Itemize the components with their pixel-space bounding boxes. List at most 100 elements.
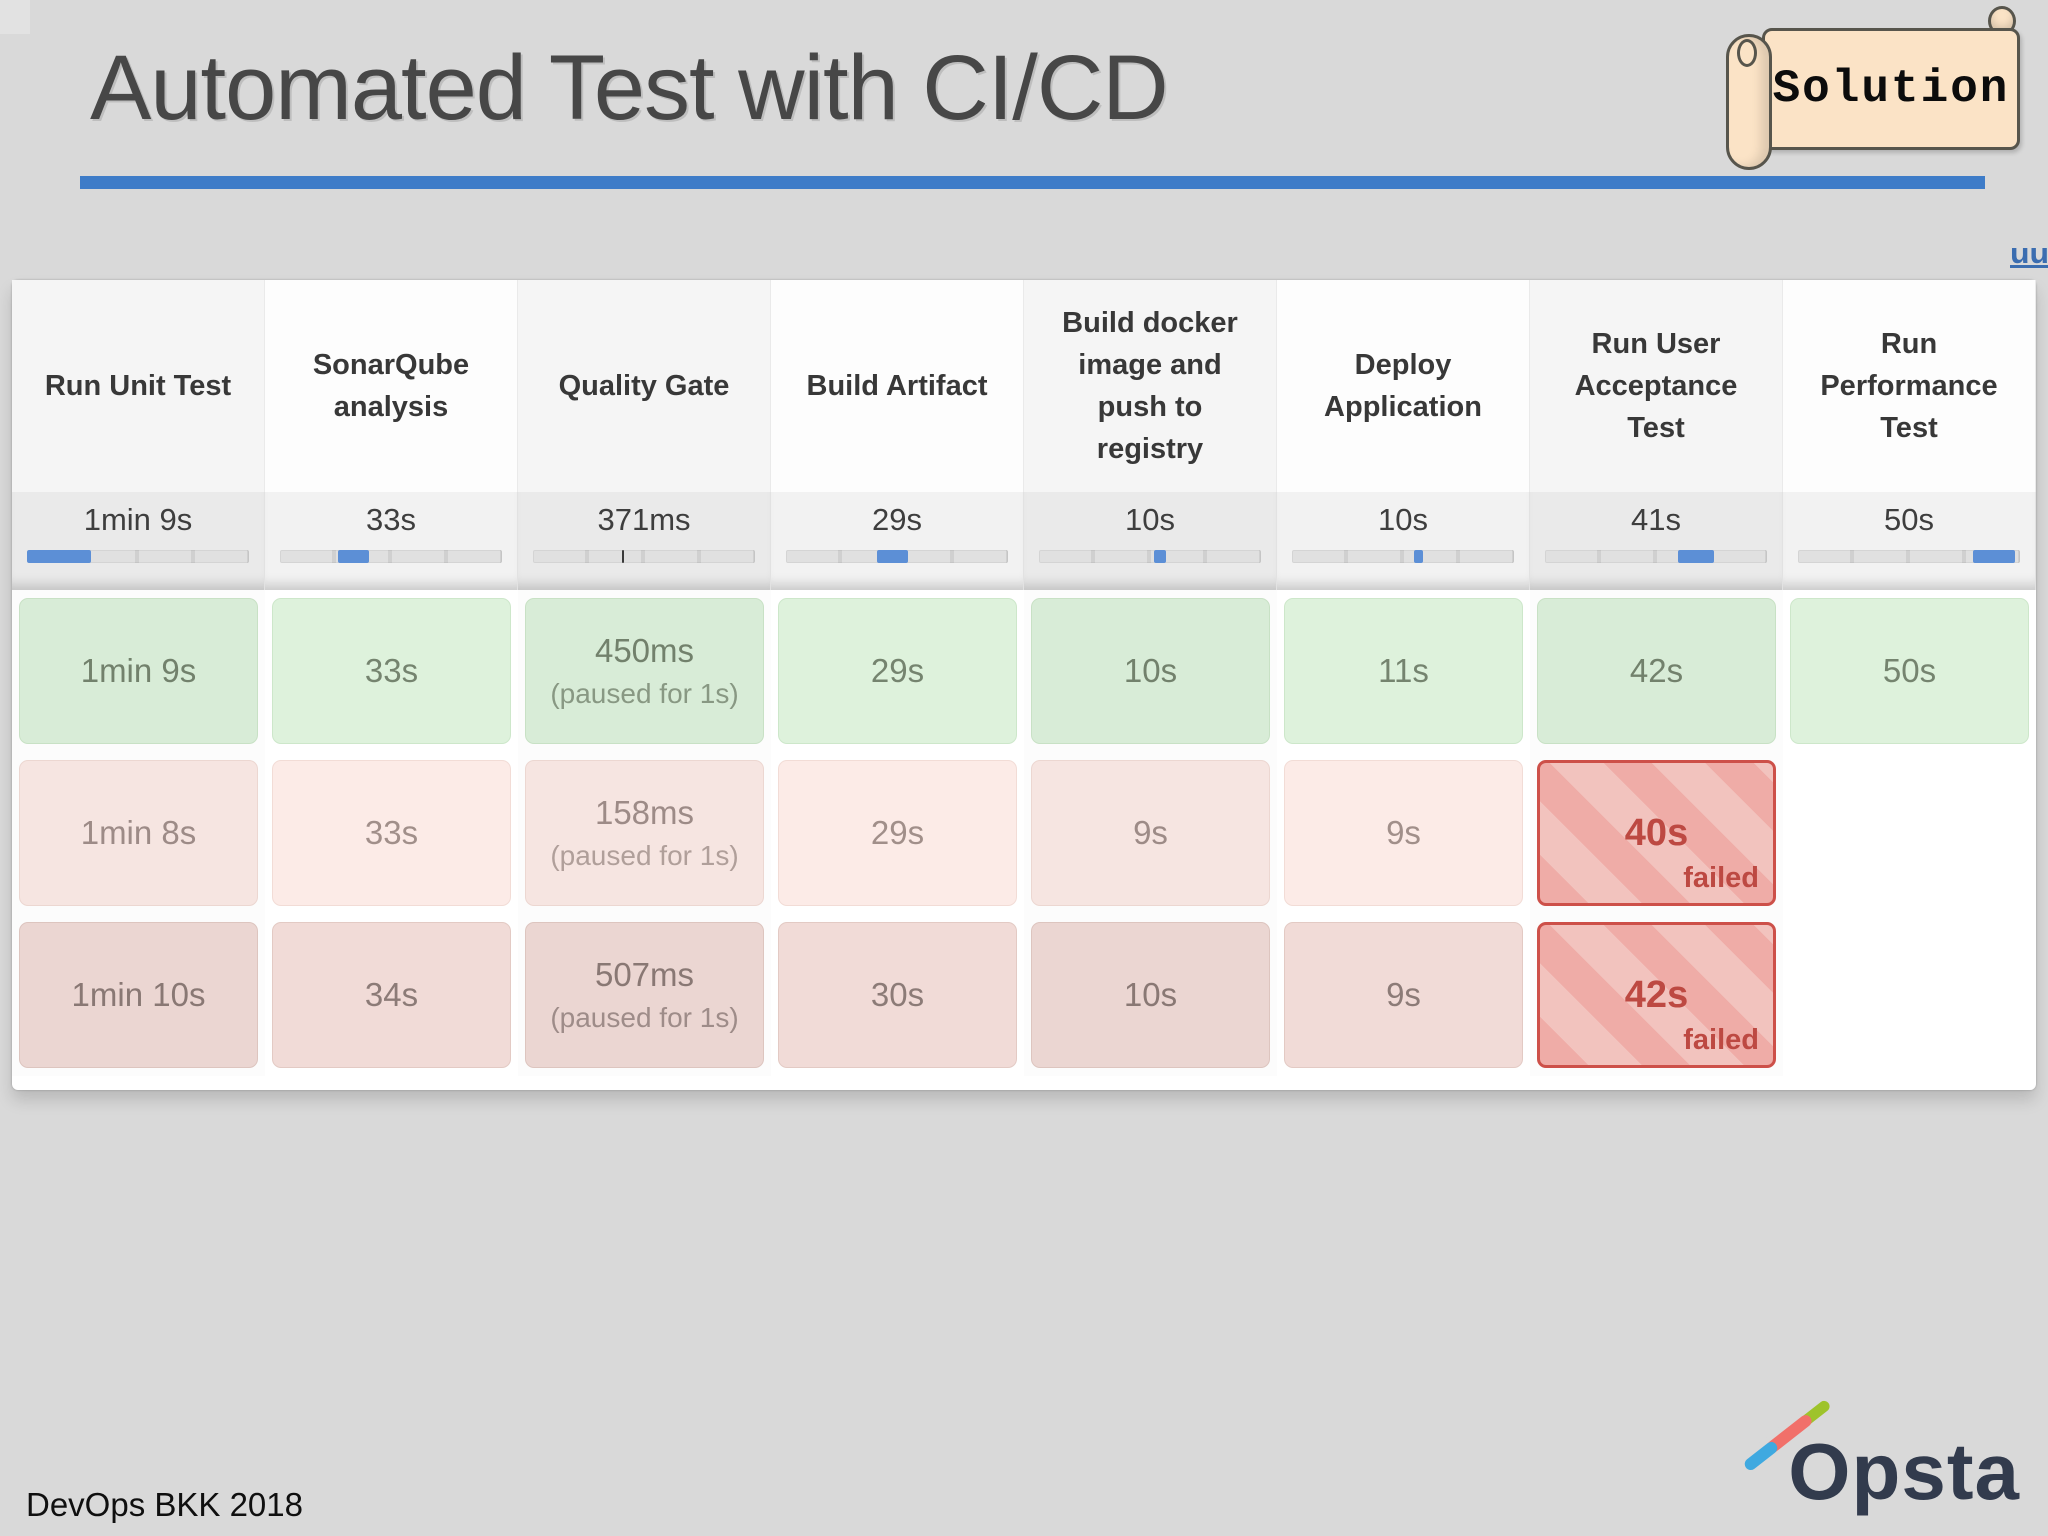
stage-duration-bar — [1039, 550, 1261, 563]
stage-cell: 450ms (paused for 1s) — [518, 590, 771, 752]
stage-time: 11s — [1378, 652, 1429, 689]
title-underline — [80, 176, 1985, 189]
stage-duration-bar — [27, 550, 249, 563]
stage-paused-note: (paused for 1s) — [550, 1002, 739, 1033]
stage-result-box[interactable]: 29s — [778, 760, 1017, 906]
stage-cell: 29s — [771, 590, 1024, 752]
stage-time: 9s — [1386, 814, 1421, 851]
stage-result-box[interactable]: 40s failed — [1537, 760, 1776, 906]
stage-cell — [1783, 914, 2036, 1076]
stage-result-box[interactable]: 29s — [778, 598, 1017, 744]
stage-column-header: Build docker image and push to registry — [1024, 280, 1277, 492]
stage-result-box[interactable]: 9s — [1284, 760, 1523, 906]
corner-artifact — [0, 0, 30, 34]
stage-average-time: 371ms — [597, 502, 691, 537]
stage-cell: 1min 10s — [12, 914, 265, 1076]
logo-text: Opsta — [1788, 1427, 2020, 1516]
stage-time: 450ms — [594, 632, 695, 669]
stage-time: 507ms — [594, 956, 695, 993]
stage-average-cell: 29s — [771, 492, 1024, 590]
stage-result-box[interactable]: 30s — [778, 922, 1017, 1068]
stage-result-box[interactable]: 9s — [1031, 760, 1270, 906]
stage-cell: 50s — [1783, 590, 2036, 752]
stage-average-cell: 50s — [1783, 492, 2036, 590]
stage-result-box[interactable]: 450ms (paused for 1s) — [525, 598, 764, 744]
stage-cell: 40s failed — [1530, 752, 1783, 914]
stage-time: 1min 10s — [71, 976, 206, 1013]
stage-result-box[interactable]: 42s failed — [1537, 922, 1776, 1068]
stage-time: 40s — [1624, 811, 1689, 854]
stage-cell: 33s — [265, 590, 518, 752]
stage-average-cell: 371ms — [518, 492, 771, 590]
banner-body: Solution — [1762, 28, 2020, 150]
stage-cell — [1783, 752, 2036, 914]
banner-label: Solution — [1772, 63, 2010, 115]
stage-result-box[interactable]: 10s — [1031, 922, 1270, 1068]
stage-result-box[interactable]: 507ms (paused for 1s) — [525, 922, 764, 1068]
stage-average-cell: 41s — [1530, 492, 1783, 590]
solution-banner: Solution — [1724, 6, 2024, 174]
stage-duration-bar — [786, 550, 1008, 563]
stage-time: 29s — [870, 814, 925, 851]
stage-average-time: 10s — [1125, 502, 1175, 537]
stage-duration-bar — [1545, 550, 1767, 563]
stage-result-box[interactable]: 1min 9s — [19, 598, 258, 744]
stage-time: 29s — [870, 652, 925, 689]
stage-duration-bar — [533, 550, 755, 563]
stage-average-cell: 33s — [265, 492, 518, 590]
stage-cell: 33s — [265, 752, 518, 914]
stage-cell: 9s — [1277, 752, 1530, 914]
stage-cell: 507ms (paused for 1s) — [518, 914, 771, 1076]
stage-cell: 42s — [1530, 590, 1783, 752]
stage-cell: 158ms (paused for 1s) — [518, 752, 771, 914]
stage-time: 50s — [1882, 652, 1937, 689]
stage-result-box[interactable]: 33s — [272, 598, 511, 744]
stage-cell: 10s — [1024, 590, 1277, 752]
stage-cell: 42s failed — [1530, 914, 1783, 1076]
stage-result-box[interactable]: 34s — [272, 922, 511, 1068]
opsta-logo: Opsta — [1742, 1398, 2020, 1518]
duration-bar-segment — [27, 550, 92, 563]
stage-result-box[interactable]: 9s — [1284, 922, 1523, 1068]
stage-result-box[interactable]: 1min 10s — [19, 922, 258, 1068]
stage-failed-label: failed — [1683, 862, 1759, 894]
stage-column-header: Run User Acceptance Test — [1530, 280, 1783, 492]
stage-average-time: 41s — [1631, 502, 1681, 537]
stage-time: 10s — [1123, 976, 1178, 1013]
duration-bar-segment — [1154, 550, 1166, 563]
duration-bar-segment — [337, 550, 369, 563]
stage-average-cell: 10s — [1024, 492, 1277, 590]
stage-time: 42s — [1624, 973, 1689, 1016]
duration-bar-segment — [621, 550, 625, 563]
stage-result-box[interactable]: 50s — [1790, 598, 2029, 744]
stage-paused-note: (paused for 1s) — [550, 840, 739, 871]
scroll-roll-hole-icon — [1737, 39, 1757, 67]
pipeline-grid: Run Unit Test SonarQube analysis Quality G… — [12, 280, 2036, 1076]
stage-average-time: 33s — [366, 502, 416, 537]
stage-result-box[interactable]: 1min 8s — [19, 760, 258, 906]
stage-column-header: SonarQube analysis — [265, 280, 518, 492]
stage-duration-bar — [1798, 550, 2020, 563]
stage-cell: 11s — [1277, 590, 1530, 752]
stage-result-box[interactable]: 158ms (paused for 1s) — [525, 760, 764, 906]
footer-text: DevOps BKK 2018 — [26, 1486, 303, 1523]
stage-result-box[interactable]: 33s — [272, 760, 511, 906]
stage-time: 30s — [870, 976, 925, 1013]
truncated-link-text: uu — [2010, 248, 2048, 270]
stage-duration-bar — [1292, 550, 1514, 563]
stage-cell: 10s — [1024, 914, 1277, 1076]
stage-cell: 30s — [771, 914, 1024, 1076]
stage-result-box[interactable]: 10s — [1031, 598, 1270, 744]
duration-bar-segment — [877, 550, 909, 563]
stage-failed-label: failed — [1683, 1024, 1759, 1056]
stage-time: 9s — [1133, 814, 1168, 851]
stage-time: 33s — [364, 652, 419, 689]
pipeline-stage-view: Run Unit Test SonarQube analysis Quality G… — [12, 280, 2036, 1090]
stage-cell: 1min 8s — [12, 752, 265, 914]
truncated-link[interactable]: uu — [2010, 248, 2048, 278]
stage-result-box[interactable]: 11s — [1284, 598, 1523, 744]
stage-result-box[interactable]: 42s — [1537, 598, 1776, 744]
stage-time: 1min 8s — [80, 814, 197, 851]
stage-time: 34s — [364, 976, 419, 1013]
stage-average-cell: 10s — [1277, 492, 1530, 590]
